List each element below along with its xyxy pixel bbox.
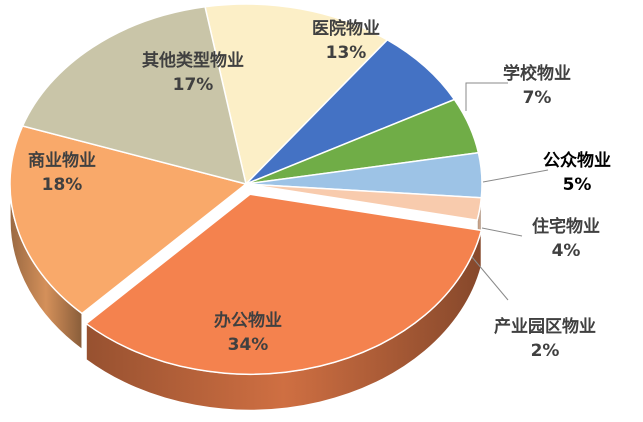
slice-label-percent-5: 34% <box>228 335 269 355</box>
pie-slice-4 <box>245 183 483 222</box>
slice-label-percent-1: 7% <box>523 88 552 108</box>
slice-label-name-2: 公众物业 <box>543 150 611 171</box>
pie-slice-7 <box>21 5 248 186</box>
leader-line-4 <box>471 256 509 301</box>
slice-label-percent-4: 2% <box>531 341 560 361</box>
data-labels: 医院物业 13% 学校物业 7% 公众物业 5% 住宅物业 4% 产业园区物业 2% 办公物业 34%… <box>28 18 611 361</box>
pie-top-face <box>9 3 483 375</box>
slice-label-name-7: 其他类型物业 <box>142 50 244 71</box>
slice-label-percent-3: 4% <box>552 241 581 261</box>
slice-label-name-0: 医院物业 <box>312 18 380 39</box>
slice-label-percent-0: 13% <box>326 43 367 63</box>
pie-slice-5 <box>84 193 483 375</box>
slice-label-name-1: 学校物业 <box>503 63 571 84</box>
slice-label-name-5: 办公物业 <box>214 310 282 331</box>
leader-line-1 <box>465 82 508 111</box>
slice-label-percent-7: 17% <box>173 75 214 95</box>
pie-slice-1 <box>245 38 456 185</box>
slice-label-percent-2: 5% <box>563 175 592 195</box>
pie-slice-0 <box>204 3 389 186</box>
leader-line-3 <box>481 227 523 237</box>
pie-slice-6 <box>9 125 248 315</box>
slice-label-name-4: 产业园区物业 <box>494 316 596 337</box>
leader-line-2 <box>482 169 549 183</box>
slice-label-name-3: 住宅物业 <box>532 216 600 237</box>
slice-label-percent-6: 18% <box>42 175 83 195</box>
slice-label-name-6: 商业物业 <box>28 150 96 171</box>
leader-lines <box>465 82 549 301</box>
